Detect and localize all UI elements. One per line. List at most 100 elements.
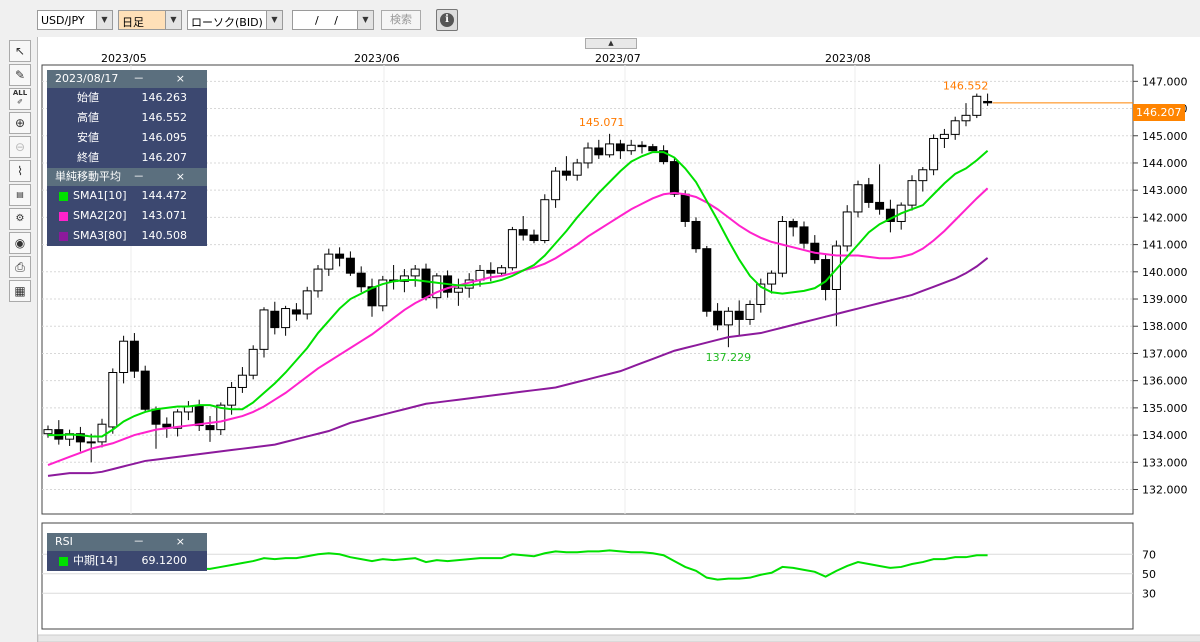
candle-body bbox=[507, 229, 517, 269]
chevron-down-icon[interactable]: ▼ bbox=[165, 11, 181, 29]
timeframe-select[interactable]: 日足 ▼ bbox=[118, 10, 182, 30]
candle-body bbox=[572, 162, 582, 176]
color-swatch bbox=[59, 232, 68, 241]
pencil-icon[interactable]: ✎ bbox=[9, 64, 31, 86]
candle-body bbox=[453, 287, 463, 293]
candle bbox=[108, 368, 118, 434]
candle bbox=[734, 300, 744, 336]
date-label: 2023/08 bbox=[825, 52, 871, 65]
clear-all-icon[interactable]: ALL ✐ bbox=[9, 88, 31, 110]
candle bbox=[637, 141, 647, 154]
candle-body bbox=[594, 147, 604, 156]
sma-row: SMA2[20] 143.071 bbox=[47, 206, 207, 226]
candle-body bbox=[626, 144, 636, 152]
candle-body bbox=[151, 408, 161, 425]
candle bbox=[756, 278, 766, 313]
panel-controls[interactable]: － × bbox=[133, 170, 199, 183]
zoom-in-icon[interactable]: ⊕ bbox=[9, 112, 31, 134]
candle-body bbox=[540, 199, 550, 242]
panel-controls[interactable]: － × bbox=[133, 72, 199, 85]
candle bbox=[302, 286, 312, 320]
price-tick-label: 139.000 bbox=[1142, 293, 1188, 306]
candle-body bbox=[86, 441, 96, 444]
candle-body bbox=[281, 308, 291, 329]
search-button[interactable]: 検索 bbox=[381, 10, 421, 30]
candle bbox=[432, 273, 442, 309]
candle-body bbox=[864, 184, 874, 203]
clear-all-label: ALL bbox=[12, 89, 28, 97]
candle-body bbox=[97, 423, 107, 443]
candle-body bbox=[367, 286, 377, 307]
candle bbox=[885, 199, 895, 233]
settings-icon[interactable]: ⚙ bbox=[9, 208, 31, 230]
candle-body bbox=[842, 211, 852, 247]
candle-body bbox=[518, 229, 528, 236]
grid-icon[interactable]: ▦ bbox=[9, 280, 31, 302]
candle bbox=[788, 218, 798, 237]
candle bbox=[669, 157, 679, 197]
price-tick-label: 135.000 bbox=[1142, 402, 1188, 415]
chevron-down-icon[interactable]: ▼ bbox=[266, 11, 282, 29]
zoom-out-icon[interactable]: ⊖ bbox=[9, 136, 31, 158]
chart-type-value: ローソク(BID) bbox=[191, 16, 263, 29]
current-price-badge: 146.207 bbox=[1133, 104, 1185, 121]
candle-body bbox=[950, 120, 960, 135]
chevron-down-icon[interactable]: ▼ bbox=[96, 11, 112, 29]
price-chart[interactable]: 147.000146.000145.000144.000143.000142.0… bbox=[38, 37, 1200, 642]
candle bbox=[313, 265, 323, 298]
candle-body bbox=[713, 310, 723, 326]
row-value: 146.207 bbox=[141, 151, 188, 164]
candle bbox=[551, 167, 561, 208]
candle bbox=[410, 265, 420, 287]
row-value: 144.472 bbox=[141, 189, 188, 202]
candle bbox=[345, 251, 355, 276]
candle-body bbox=[529, 234, 539, 242]
candle bbox=[713, 303, 723, 331]
candle bbox=[723, 307, 733, 348]
candle-body bbox=[129, 340, 139, 372]
candle-body bbox=[561, 170, 571, 176]
candle-body bbox=[237, 374, 247, 388]
candle bbox=[745, 300, 755, 325]
collapse-toggle[interactable]: ▲ bbox=[585, 38, 637, 49]
candle-body bbox=[983, 100, 993, 104]
candle bbox=[119, 335, 129, 384]
candle-body bbox=[227, 386, 237, 406]
cursor-icon[interactable]: ↖ bbox=[9, 40, 31, 62]
chevron-down-icon[interactable]: ▼ bbox=[357, 11, 373, 29]
panel-controls[interactable]: － × bbox=[133, 535, 199, 548]
data-table-icon[interactable]: ▤ bbox=[9, 184, 31, 206]
candle-body bbox=[216, 404, 226, 431]
symbol-select[interactable]: USD/JPY ▼ bbox=[37, 10, 113, 30]
candle-body bbox=[356, 272, 366, 288]
candle-body bbox=[648, 146, 658, 152]
price-tick-label: 143.000 bbox=[1142, 184, 1188, 197]
candle bbox=[907, 175, 917, 211]
candle-body bbox=[615, 143, 625, 152]
candle bbox=[918, 167, 928, 192]
info-button[interactable]: i bbox=[436, 9, 458, 31]
candle-body bbox=[821, 259, 831, 290]
candle-body bbox=[345, 257, 355, 274]
candle-body bbox=[291, 309, 301, 315]
candle bbox=[842, 205, 852, 252]
candle-body bbox=[313, 268, 323, 292]
candle bbox=[983, 93, 993, 106]
candle bbox=[875, 164, 885, 215]
sma-title: 単純移動平均 bbox=[55, 170, 121, 183]
chart-type-select[interactable]: ローソク(BID) ▼ bbox=[187, 10, 283, 30]
candle bbox=[497, 265, 507, 276]
eye-icon[interactable]: ◉ bbox=[9, 232, 31, 254]
candle bbox=[270, 301, 280, 335]
chart-area[interactable]: 2023/05 2023/06 2023/07 2023/08 ▲ 147.00… bbox=[37, 37, 1200, 642]
color-swatch bbox=[59, 212, 68, 221]
candle bbox=[248, 345, 258, 380]
date-input[interactable]: / / ▼ bbox=[292, 10, 374, 30]
print-icon[interactable]: ⎙ bbox=[9, 256, 31, 278]
candle bbox=[626, 139, 636, 155]
candle bbox=[929, 134, 939, 176]
indicator-icon[interactable]: ⌇ bbox=[9, 160, 31, 182]
candle-body bbox=[551, 170, 561, 201]
candle bbox=[594, 139, 604, 159]
ohlc-panel: 2023/08/17 － × 始値 146.263 高値 146.552 安値 146… bbox=[47, 70, 207, 246]
